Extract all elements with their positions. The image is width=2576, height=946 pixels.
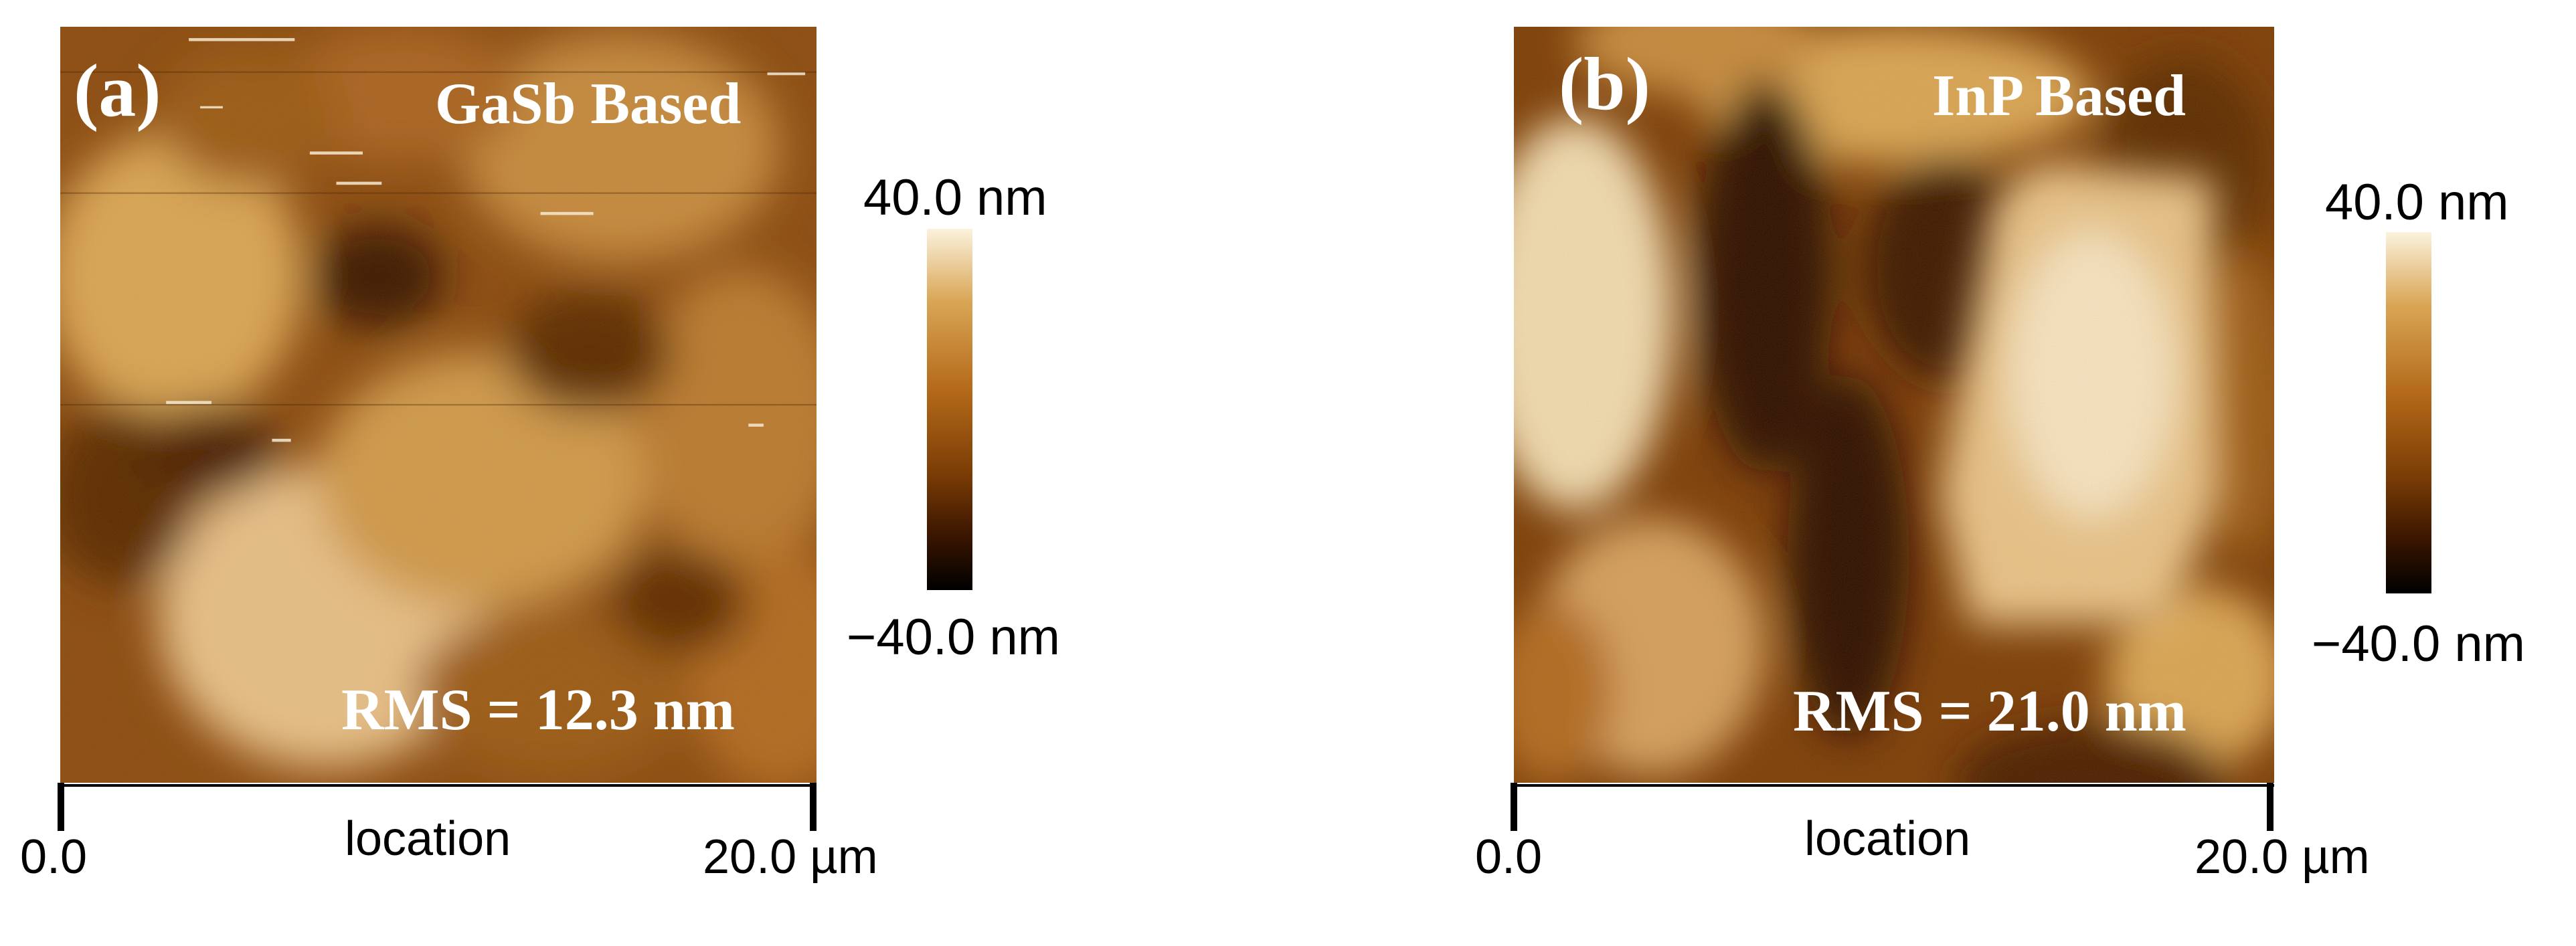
x-axis-line-b: [1514, 784, 2274, 793]
x-axis-line-a: [60, 784, 817, 793]
x-axis-end-tick-b: [2267, 783, 2273, 831]
material-label-a: GaSb Based: [435, 72, 742, 136]
colorbar-gradient-a: [927, 229, 972, 590]
x-axis-end-label-b: 20.0 µm: [2195, 830, 2370, 884]
x-axis-start-tick-b: [1511, 783, 1517, 831]
rms-label-a: RMS = 12.3 nm: [341, 678, 735, 743]
panel-label-a: (a): [74, 50, 161, 132]
colorbar-max-label-b: 40.0 nm: [2325, 174, 2509, 231]
x-axis-start-label-a: 0.0: [20, 830, 88, 884]
colorbar-min-label-a: −40.0 nm: [847, 609, 1060, 666]
colorbar-b: [2386, 232, 2431, 593]
colorbar-max-label-a: 40.0 nm: [863, 169, 1047, 226]
x-axis-title-b: location: [1804, 812, 1971, 866]
panel-label-b: (b): [1559, 43, 1650, 126]
afm-height-map-a: [60, 27, 817, 783]
x-axis-title-a: location: [345, 812, 511, 866]
afm-image-a: [60, 27, 817, 783]
colorbar-a: [927, 229, 972, 590]
rms-label-b: RMS = 21.0 nm: [1793, 679, 2186, 744]
colorbar-min-label-b: −40.0 nm: [2312, 616, 2525, 672]
afm-panel-a: (a) GaSb Based RMS = 12.3 nm 40.0 nm −40…: [20, 27, 1060, 884]
x-axis-end-label-a: 20.0 µm: [703, 830, 878, 884]
x-axis-end-tick-a: [810, 783, 817, 831]
colorbar-gradient-b: [2386, 232, 2431, 593]
afm-panel-b: (b) InP Based RMS = 21.0 nm 40.0 nm −40.…: [1452, 0, 2576, 946]
afm-image-b: [1514, 27, 2274, 783]
material-label-b: InP Based: [1932, 64, 2186, 128]
afm-height-map-b: [1514, 27, 2274, 783]
x-axis-start-tick-a: [58, 783, 64, 831]
x-axis-start-label-b: 0.0: [1475, 830, 1543, 884]
